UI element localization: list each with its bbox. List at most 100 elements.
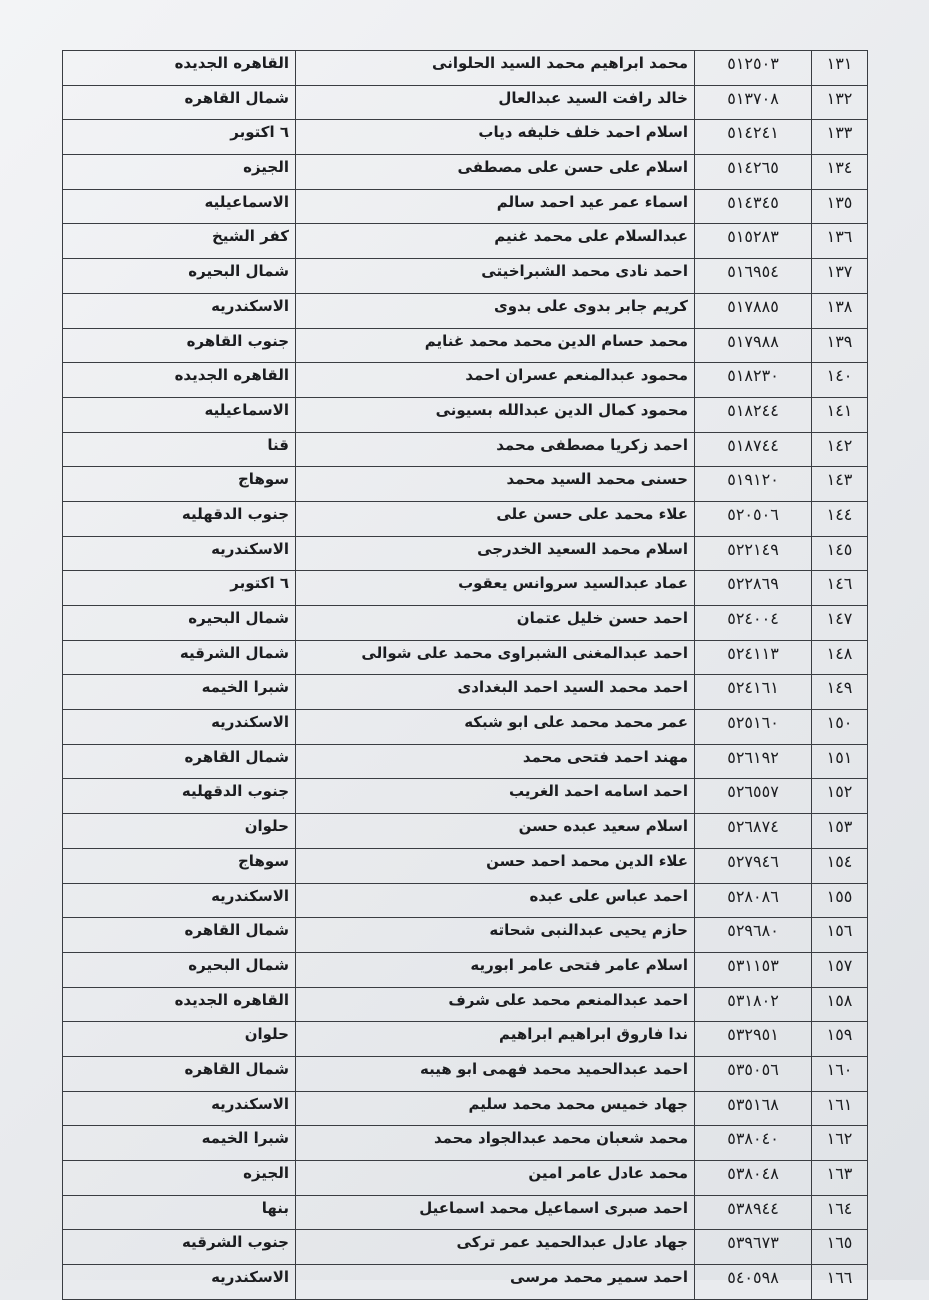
row-number: ١٣١ [811,50,868,86]
row-number: ١٤٤ [811,500,868,537]
governorate: سوهاج [62,466,296,502]
seat-code: ٥٣٨٩٤٤ [694,1194,812,1231]
row-number: ١٦٤ [811,1194,868,1231]
table-row: ١٤٦ ٥٢٢٨٦٩ عماد عبدالسيد سروانس يعقوب ٦ اكت… [62,570,868,606]
governorate: حلوان [62,813,296,849]
applicant-name: محمد عادل عامر امين [295,1160,695,1196]
applicant-name: احمد محمد السيد احمد البغدادى [295,674,695,711]
seat-code: ٥١٢٥٠٣ [694,50,812,86]
row-number: ١٣٤ [811,154,868,190]
table-row: ١٥٨ ٥٣١٨٠٢ احمد عبدالمنعم محمد على شرف القا… [62,986,868,1023]
seat-code: ٥١٨٢٣٠ [694,362,812,398]
applicant-name: محمد حسام الدين محمد محمد غنايم [295,327,695,364]
governorate: شمال القاهره [62,84,296,121]
governorate: ٦ اكتوبر [62,119,296,156]
governorate: جنوب الدقهليه [62,500,296,537]
governorate: شمال البحيره [62,951,296,988]
governorate: كفر الشيخ [62,223,296,260]
governorate: الاسكندريه [62,292,296,329]
seat-code: ٥٢٢٨٦٩ [694,570,812,606]
governorate: الاسكندريه [62,1264,296,1300]
applicant-name: خالد رافت السيد عبدالعال [295,84,695,121]
applicant-name: احمد عبدالمغنى الشبراوى محمد على شوالى [295,639,695,676]
seat-code: ٥٢٥١٦٠ [694,709,812,745]
seat-code: ٥٣٥١٦٨ [694,1090,812,1127]
table-row: ١٣٨ ٥١٧٨٨٥ كريم جابر بدوى على بدوى الاسكندر… [62,292,868,329]
table-row: ١٦٢ ٥٣٨٠٤٠ محمد شعبان محمد عبدالجواد محمد ش… [62,1125,868,1161]
row-number: ١٦٢ [811,1125,868,1161]
governorate: الاسكندريه [62,1090,296,1127]
row-number: ١٤٧ [811,605,868,641]
governorate: شمال البحيره [62,258,296,294]
table-row: ١٣٦ ٥١٥٢٨٣ عبدالسلام على محمد غنيم كفر الشي… [62,223,868,260]
governorate: شمال القاهره [62,1055,296,1092]
table-row: ١٤٢ ٥١٨٧٤٤ احمد زكريا مصطفى محمد قنا [62,431,868,468]
applicant-name: اسلام عامر فتحى عامر ابوريه [295,951,695,988]
governorate: الاسكندريه [62,882,296,919]
table-row: ١٥٥ ٥٢٨٠٨٦ احمد عباس على عبده الاسكندريه [62,882,868,919]
applicant-name: احمد حسن خليل عتمان [295,605,695,641]
row-number: ١٥٦ [811,917,868,953]
governorate: حلوان [62,1021,296,1057]
row-number: ١٤٨ [811,639,868,676]
applicant-name: احمد اسامه احمد الغريب [295,778,695,815]
row-number: ١٣٥ [811,188,868,225]
seat-code: ٥٣٨٠٤٠ [694,1125,812,1161]
row-number: ١٣٦ [811,223,868,260]
applicant-name: احمد نادى محمد الشبراخيتى [295,258,695,294]
applicant-name: اسلام محمد السعيد الخدرجى [295,535,695,572]
table-row: ١٤٤ ٥٢٠٥٠٦ علاء محمد على حسن على جنوب الدقه… [62,500,868,537]
table-row: ١٥٤ ٥٢٧٩٤٦ علاء الدين محمد احمد حسن سوهاج [62,847,868,884]
table-row: ١٦٣ ٥٣٨٠٤٨ محمد عادل عامر امين الجيزه [62,1160,868,1196]
seat-code: ٥٢٤٠٠٤ [694,605,812,641]
applicant-name: احمد سمير محمد مرسى [295,1264,695,1300]
row-number: ١٤٠ [811,362,868,398]
governorate: شبرا الخيمه [62,674,296,711]
applicant-name: حازم يحيى عبدالنبى شحاته [295,917,695,953]
governorate: الاسماعيليه [62,188,296,225]
applicant-name: احمد زكريا مصطفى محمد [295,431,695,468]
seat-code: ٥٢٤١٦١ [694,674,812,711]
row-number: ١٦٦ [811,1264,868,1300]
row-number: ١٤٣ [811,466,868,502]
row-number: ١٤٢ [811,431,868,468]
row-number: ١٦٣ [811,1160,868,1196]
governorate: الجيزه [62,154,296,190]
row-number: ١٥٢ [811,778,868,815]
applicant-name: عبدالسلام على محمد غنيم [295,223,695,260]
table-row: ١٣٧ ٥١٦٩٥٤ احمد نادى محمد الشبراخيتى شمال ا… [62,258,868,294]
applicant-name: احمد عبدالمنعم محمد على شرف [295,986,695,1023]
row-number: ١٣٣ [811,119,868,156]
table-row: ١٦٠ ٥٣٥٠٥٦ احمد عبدالحميد محمد فهمى ابو هي… [62,1055,868,1092]
table-row: ١٥٣ ٥٢٦٨٧٤ اسلام سعيد عبده حسن حلوان [62,813,868,849]
table-row: ١٦١ ٥٣٥١٦٨ جهاد خميس محمد محمد سليم الاسكند… [62,1090,868,1127]
seat-code: ٥٤٠٥٩٨ [694,1264,812,1300]
governorate: جنوب الدقهليه [62,778,296,815]
row-number: ١٣٨ [811,292,868,329]
seat-code: ٥٢٤١١٣ [694,639,812,676]
table-row: ١٣٩ ٥١٧٩٨٨ محمد حسام الدين محمد محمد غنايم… [62,327,868,364]
governorate: شمال القاهره [62,743,296,780]
table-row: ١٤٣ ٥١٩١٢٠ حسنى محمد السيد محمد سوهاج [62,466,868,502]
applicant-name: علاء الدين محمد احمد حسن [295,847,695,884]
row-number: ١٤٩ [811,674,868,711]
governorate: شبرا الخيمه [62,1125,296,1161]
governorate: الاسكندريه [62,535,296,572]
applicant-name: محمود عبدالمنعم عسران احمد [295,362,695,398]
table-row: ١٤٠ ٥١٨٢٣٠ محمود عبدالمنعم عسران احمد القاه… [62,362,868,398]
applicant-name: محمود كمال الدين عبدالله بسيونى [295,396,695,433]
seat-code: ٥١٤٣٤٥ [694,188,812,225]
table-row: ١٣٣ ٥١٤٢٤١ اسلام احمد خلف خليفه دياب ٦ اكتو… [62,119,868,156]
table-row: ١٥١ ٥٢٦١٩٢ مهند احمد فتحى محمد شمال القاهره [62,743,868,780]
row-number: ١٦٥ [811,1229,868,1266]
applicant-name: جهاد عادل عبدالحميد عمر تركى [295,1229,695,1266]
seat-code: ٥٢٨٠٨٦ [694,882,812,919]
table-row: ١٥٩ ٥٣٢٩٥١ ندا فاروق ابراهيم ابراهيم حلوان [62,1021,868,1057]
row-number: ١٦١ [811,1090,868,1127]
row-number: ١٥٧ [811,951,868,988]
applicant-name: علاء محمد على حسن على [295,500,695,537]
governorate: شمال الشرقيه [62,639,296,676]
table-row: ١٤٩ ٥٢٤١٦١ احمد محمد السيد احمد البغدادى شب… [62,674,868,711]
seat-code: ٥٣٢٩٥١ [694,1021,812,1057]
